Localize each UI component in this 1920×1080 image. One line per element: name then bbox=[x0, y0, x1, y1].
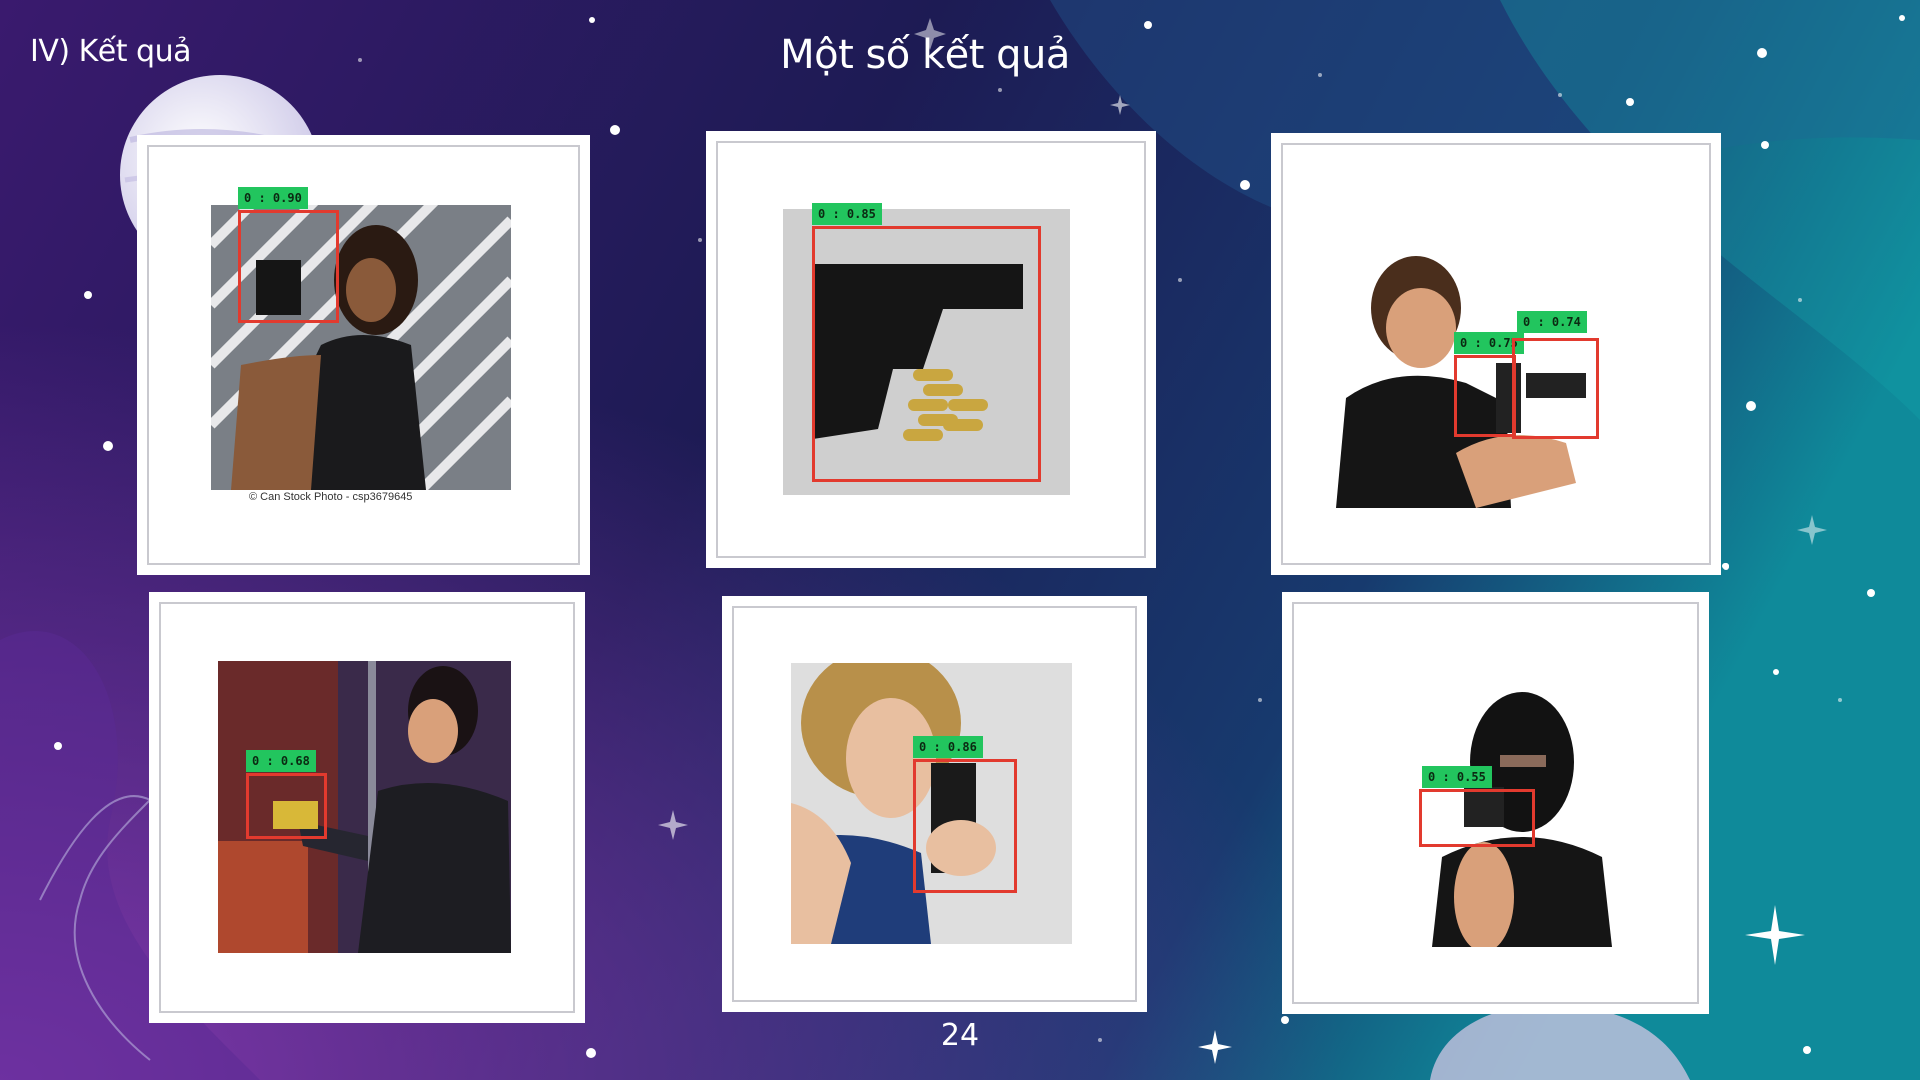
detection-box bbox=[246, 773, 327, 839]
section-label: IV) Kết quả bbox=[30, 34, 191, 69]
photo-credit: © Can Stock Photo - csp3679645 bbox=[249, 491, 413, 503]
detection-label: 0 : 0.86 bbox=[913, 736, 983, 758]
page-number: 24 bbox=[940, 1018, 980, 1053]
result-image-4 bbox=[218, 661, 511, 953]
result-card-4: 0 : 0.68 bbox=[149, 592, 585, 1023]
result-image-6 bbox=[1422, 687, 1622, 947]
detection-box bbox=[1419, 789, 1535, 847]
result-image-5 bbox=[791, 663, 1072, 944]
detection-label: 0 : 0.55 bbox=[1422, 766, 1492, 788]
detection-label: 0 : 0.85 bbox=[812, 203, 882, 225]
result-card-frame bbox=[159, 602, 575, 1013]
result-image-3 bbox=[1336, 253, 1596, 508]
detection-box bbox=[1454, 355, 1516, 437]
detection-box bbox=[1512, 338, 1599, 439]
detection-label: 0 : 0.68 bbox=[246, 750, 316, 772]
result-card-6: 0 : 0.55 bbox=[1282, 592, 1709, 1014]
result-card-frame bbox=[147, 145, 580, 565]
result-card-5: 0 : 0.86 bbox=[722, 596, 1147, 1012]
result-card-3: 0 : 0.75 0 : 0.74 bbox=[1271, 133, 1721, 575]
detection-box bbox=[913, 759, 1017, 893]
slide-title: Một số kết quả bbox=[780, 32, 1070, 78]
result-image-1 bbox=[211, 205, 511, 490]
detection-label: 0 : 0.74 bbox=[1517, 311, 1587, 333]
detection-label: 0 : 0.90 bbox=[238, 187, 308, 209]
result-card-frame bbox=[1281, 143, 1711, 565]
result-card-frame bbox=[716, 141, 1146, 558]
detection-label: 0 : 0.75 bbox=[1454, 332, 1524, 354]
result-image-2 bbox=[783, 209, 1070, 495]
detection-box bbox=[238, 210, 339, 323]
detection-box bbox=[812, 226, 1041, 482]
result-card-frame bbox=[732, 606, 1137, 1002]
result-card-frame bbox=[1292, 602, 1699, 1004]
result-card-2: 0 : 0.85 bbox=[706, 131, 1156, 568]
result-card-1: 0 : 0.90 © Can Stock Photo - csp3679645 bbox=[137, 135, 590, 575]
